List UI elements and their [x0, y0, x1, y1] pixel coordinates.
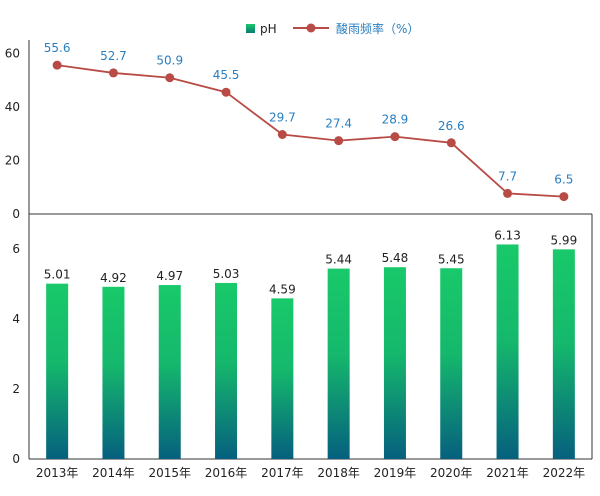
- ph-bar: [496, 244, 519, 459]
- x-ticks: 2013年 2014年 2015年 2016年 2017年 2018年 2019年 2020年…: [36, 466, 585, 480]
- acid-rain-data-label: 52.7: [100, 49, 127, 63]
- x-tick-label: 2015年: [148, 466, 191, 480]
- acid-rain-point: [221, 87, 231, 97]
- legend: pH 酸雨频率（%）: [246, 21, 419, 36]
- x-tick-label: 2016年: [205, 466, 248, 480]
- ph-data-label: 5.01: [44, 268, 71, 282]
- acid-rain-point: [559, 192, 569, 202]
- ph-bar: [271, 298, 294, 459]
- ph-data-label: 4.97: [156, 269, 183, 283]
- line-y-tick-label: 40: [5, 100, 20, 114]
- ph-data-label: 5.45: [438, 252, 465, 266]
- ph-data-label: 4.92: [100, 271, 127, 285]
- acid-rain-data-label: 26.6: [438, 119, 465, 133]
- legend-acid-marker: [306, 23, 316, 33]
- acid-rain-series-line: [57, 64, 564, 198]
- x-tick-label: 2018年: [317, 466, 360, 480]
- bar-y-tick-label: 2: [12, 382, 20, 396]
- ph-bar: [158, 285, 181, 459]
- acid-rain-point: [503, 188, 513, 198]
- ph-bar: [46, 283, 69, 459]
- legend-ph-swatch: [246, 24, 255, 33]
- bar-y-tick-label: 4: [12, 312, 20, 326]
- acid-rain-data-label: 7.7: [498, 169, 517, 183]
- acid-rain-point: [52, 60, 62, 70]
- acid-rain-data-label: 27.4: [325, 117, 352, 131]
- legend-ph-label: pH: [260, 22, 277, 36]
- x-tick-label: 2019年: [374, 466, 417, 480]
- bar-y-tick-label: 6: [12, 242, 20, 256]
- bar-y-ticks: 0 2 4 6: [12, 242, 20, 466]
- ph-data-label: 4.59: [269, 282, 296, 296]
- x-tick-label: 2013年: [36, 466, 79, 480]
- line-y-tick-label: 60: [5, 46, 20, 60]
- acid-rain-data-label: 45.5: [213, 68, 240, 82]
- acid-rain-point: [108, 68, 118, 78]
- line-y-tick-label: 20: [5, 153, 20, 167]
- acid-rain-point: [165, 73, 175, 83]
- acid-rain-point: [334, 136, 344, 146]
- x-tick-label: 2020年: [430, 466, 473, 480]
- line-y-ticks: 0 20 40 60: [5, 46, 20, 221]
- line-y-tick-label: 0: [12, 207, 20, 221]
- x-tick-label: 2017年: [261, 466, 304, 480]
- acid-rain-point: [390, 132, 400, 142]
- acid-rain-points: [52, 60, 569, 202]
- ph-data-label: 6.13: [494, 228, 521, 242]
- acid-rain-data-label: 29.7: [269, 110, 296, 124]
- acid-rain-data-labels: 55.6 52.7 50.9 45.5 29.7 27.4 28.9 26.6 7.7 6.5: [44, 41, 574, 186]
- x-tick-label: 2022年: [543, 466, 586, 480]
- ph-bar: [327, 268, 350, 459]
- acid-rain-point: [446, 138, 456, 148]
- ph-bar: [440, 268, 463, 459]
- ph-data-label: 5.03: [213, 267, 240, 281]
- bar-y-tick-label: 0: [12, 452, 20, 466]
- ph-data-labels: 5.01 4.92 4.97 5.03 4.59 5.44 5.48 5.45 6.13 5.99: [44, 228, 577, 296]
- ph-data-label: 5.48: [382, 251, 409, 265]
- bar-panel: 0 2 4 6 5.01 4.92 4.97 5.03 4.59 5.44 5.48 5.45 6.1…: [12, 214, 592, 480]
- legend-acid-label: 酸雨频率（%）: [336, 21, 419, 36]
- acid-rain-data-label: 50.9: [156, 54, 183, 68]
- ph-bar: [215, 282, 238, 459]
- ph-bar: [102, 286, 125, 459]
- ph-bars: [46, 244, 575, 459]
- x-tick-label: 2021年: [486, 466, 529, 480]
- ph-data-label: 5.44: [325, 253, 352, 267]
- acid-rain-data-label: 28.9: [382, 113, 409, 127]
- line-panel: 0 20 40 60 55.6 52.7 50.9 45.5 29.7 27.4 28.9 26.6…: [5, 40, 593, 459]
- acid-rain-data-label: 6.5: [554, 173, 573, 187]
- ph-data-label: 5.99: [550, 233, 577, 247]
- acid-rain-point: [277, 129, 287, 139]
- x-tick-label: 2014年: [92, 466, 135, 480]
- ph-bar: [552, 249, 575, 459]
- acid-rain-data-label: 55.6: [44, 41, 71, 55]
- ph-bar: [383, 267, 406, 459]
